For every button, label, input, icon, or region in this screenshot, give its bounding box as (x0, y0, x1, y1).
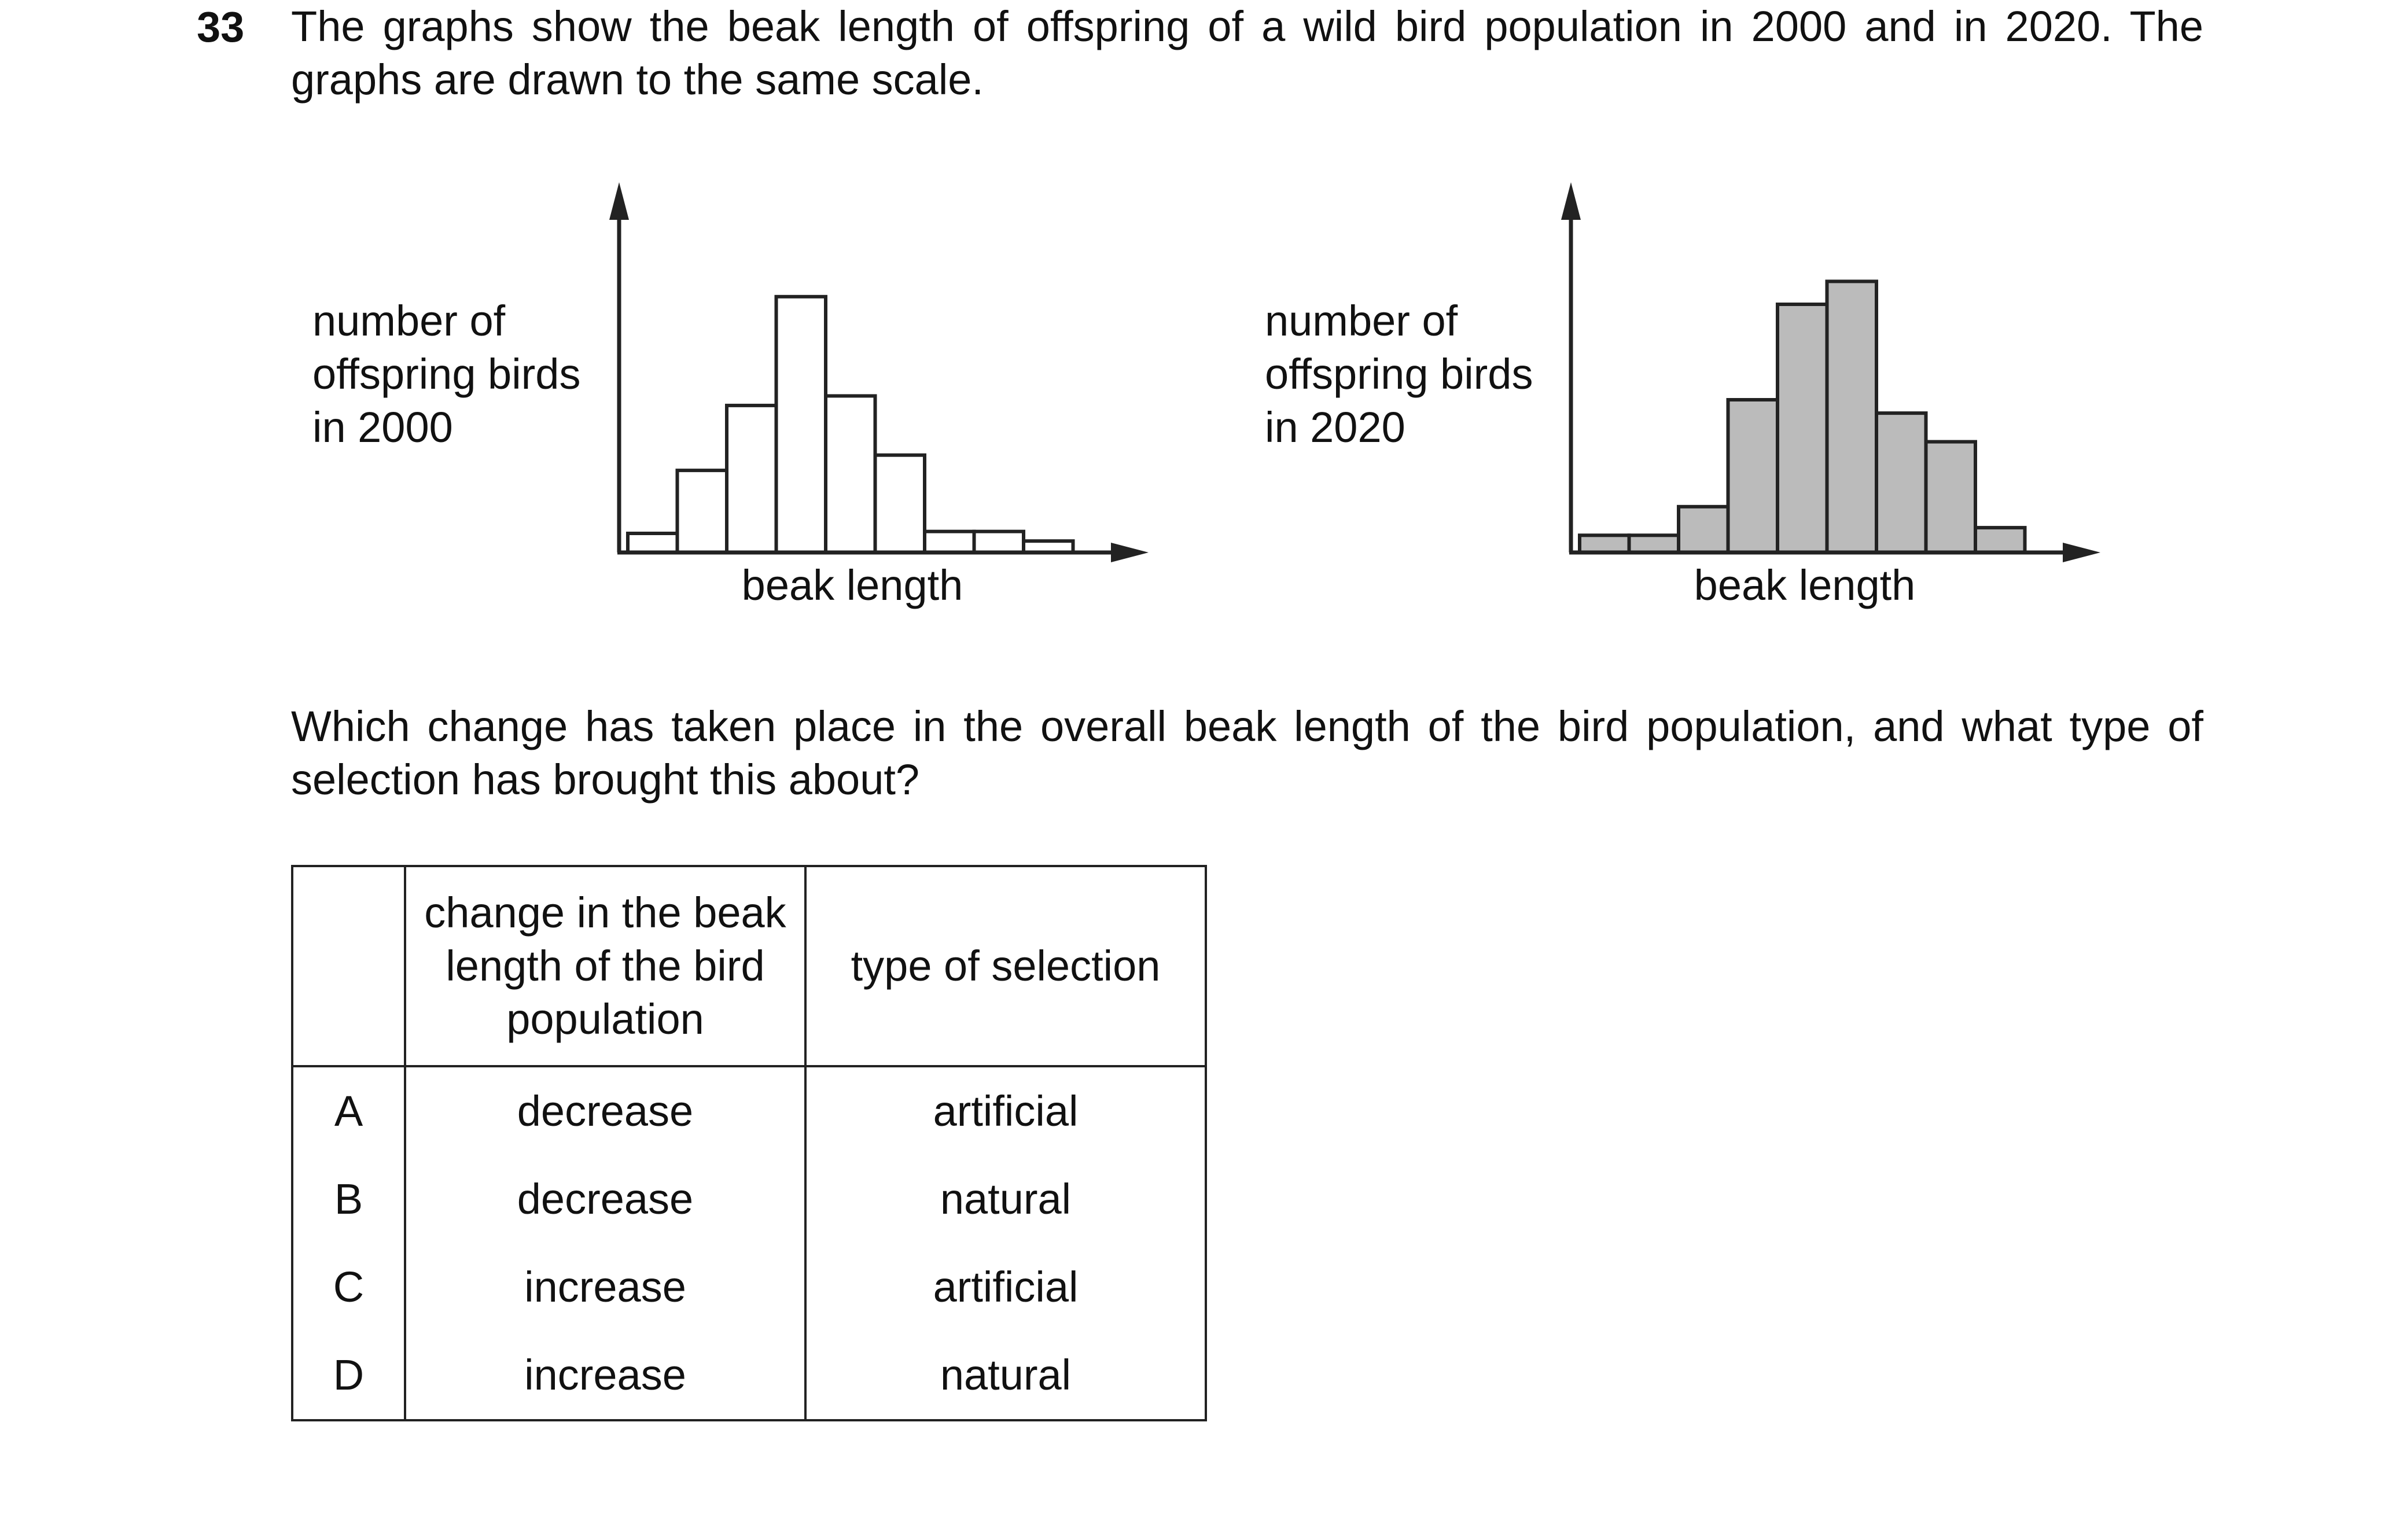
histogram-2000 (609, 182, 1149, 562)
histogram-2020 (1561, 182, 2100, 562)
option-letter: D (291, 1331, 406, 1421)
table-row[interactable]: D increase natural (291, 1331, 1207, 1421)
question-number: 33 (197, 3, 245, 51)
header-change-line: change in the beak (424, 889, 786, 937)
histogram-bar (1677, 504, 1730, 554)
table-row[interactable]: A decrease artificial (291, 1066, 1207, 1155)
histogram-bar (1726, 398, 1779, 554)
histogram-bar (774, 294, 827, 555)
y-axis-arrowhead-icon (609, 182, 629, 220)
histogram-bar (1825, 279, 1878, 554)
histogram-bar (626, 532, 679, 554)
question-prompt: Which change has taken place in the over… (291, 702, 2203, 804)
y-axis-label-line: in 2000 (312, 403, 453, 451)
histogram-bar (1974, 526, 2027, 554)
option-change: decrease (404, 1155, 807, 1243)
histogram-bar (873, 453, 926, 555)
header-change-line: population (506, 995, 704, 1043)
option-letter: A (291, 1066, 406, 1155)
option-letter: C (291, 1243, 406, 1331)
option-change: decrease (404, 1066, 807, 1155)
x-axis-label-2000: beak length (741, 561, 963, 609)
y-axis-label-line: offspring birds (312, 350, 581, 398)
option-type: artificial (804, 1066, 1207, 1155)
header-change-cell: change in the beak length of the bird po… (404, 865, 807, 1067)
answer-options-table: change in the beak length of the bird po… (291, 865, 1207, 1421)
x-axis-arrowhead-icon (2063, 543, 2100, 562)
option-change: increase (404, 1243, 807, 1331)
y-axis-label-2000: number of offspring birds in 2000 (312, 294, 636, 454)
histogram-bar (1875, 411, 1928, 554)
x-axis-label-2020: beak length (1694, 561, 1916, 609)
option-type: natural (804, 1331, 1207, 1421)
histogram-bar (972, 529, 1025, 555)
option-type: natural (804, 1155, 1207, 1243)
x-axis-arrowhead-icon (1111, 543, 1149, 562)
histogram-bar (725, 403, 778, 554)
y-axis-label-line: in 2020 (1265, 403, 1405, 451)
table-row[interactable]: C increase artificial (291, 1243, 1207, 1331)
header-type-cell: type of selection (804, 865, 1207, 1067)
option-change: increase (404, 1331, 807, 1421)
question-intro: The graphs show the beak length of offsp… (291, 2, 2203, 104)
y-axis-label-line: number of (1265, 297, 1458, 345)
histogram-bar (1776, 303, 1829, 554)
y-axis-label-line: offspring birds (1265, 350, 1533, 398)
header-letter-cell (291, 865, 406, 1067)
table-header-row: change in the beak length of the bird po… (291, 865, 1207, 1067)
option-type: artificial (804, 1243, 1207, 1331)
histogram-bar (1627, 533, 1680, 554)
y-axis-arrowhead-icon (1561, 182, 1581, 220)
header-change-line: length of the bird (446, 942, 765, 990)
histogram-bar (1924, 440, 1977, 554)
histogram-bar (675, 469, 728, 554)
y-axis-label-2020: number of offspring birds in 2020 (1265, 294, 1589, 454)
histogram-bar (824, 394, 877, 554)
option-letter: B (291, 1155, 406, 1243)
table-row[interactable]: B decrease natural (291, 1155, 1207, 1243)
histogram-bar (1578, 533, 1631, 554)
y-axis-label-line: number of (312, 297, 506, 345)
histogram-bar (923, 529, 976, 555)
